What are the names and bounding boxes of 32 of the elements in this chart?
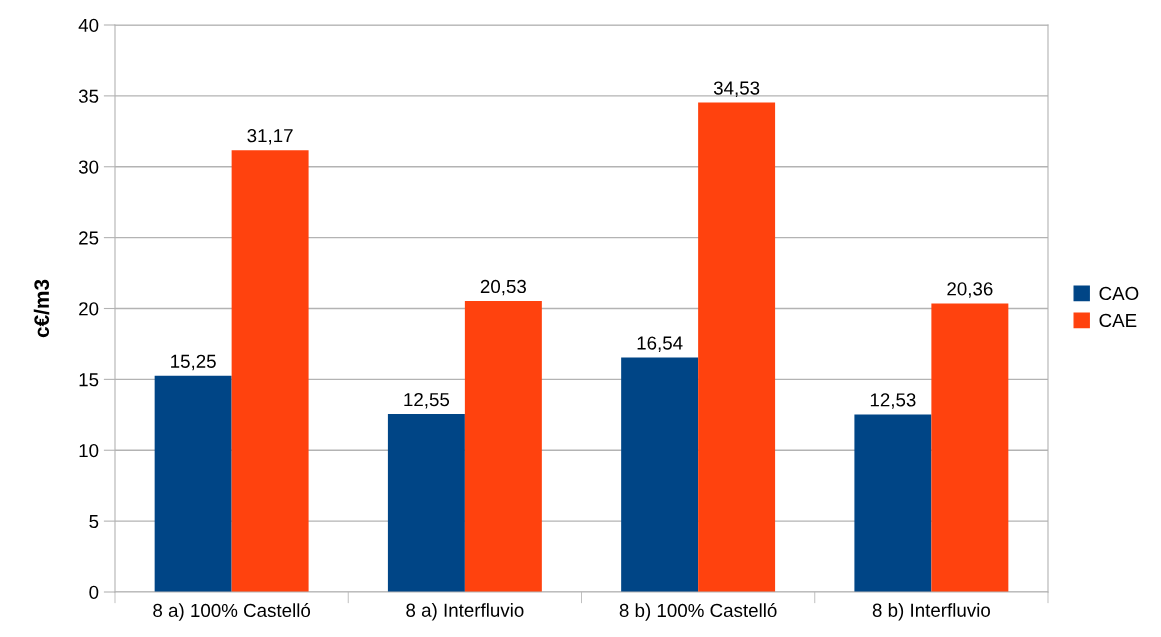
data-label: 34,53 — [713, 81, 760, 97]
bar — [231, 150, 309, 592]
data-label: 15,25 — [171, 354, 216, 371]
y-tick-label: 30 — [78, 160, 99, 174]
x-tick-label: 8 b) 100% Castelló — [619, 603, 777, 621]
legend-label: CAO — [1099, 286, 1139, 301]
y-tick-label: 10 — [79, 443, 99, 458]
data-label: 16,54 — [637, 336, 683, 352]
data-label: 12,55 — [404, 392, 450, 409]
data-label: 31,17 — [247, 129, 293, 145]
bar — [154, 375, 232, 592]
y-tick-label: 40 — [78, 18, 99, 32]
data-label: 20,53 — [480, 279, 526, 296]
data-label: 12,53 — [870, 393, 916, 409]
y-tick-label: 0 — [89, 585, 99, 599]
data-label: 20,36 — [947, 282, 993, 298]
y-axis-title: c€/m3 — [33, 279, 50, 338]
y-tick-label: 5 — [89, 515, 99, 529]
bar — [621, 357, 699, 592]
y-tick-label: 15 — [79, 373, 99, 387]
bar — [387, 414, 465, 592]
bar — [698, 102, 776, 592]
bar — [464, 300, 542, 592]
y-tick-label: 25 — [79, 231, 99, 245]
x-tick-label: 8 a) Interfluvio — [406, 603, 524, 621]
y-tick-label: 35 — [78, 89, 99, 103]
y-tick-label: 20 — [79, 302, 99, 316]
x-tick-label: 8 a) 100% Castelló — [153, 603, 311, 621]
legend-label: CAE — [1099, 313, 1137, 328]
bar — [931, 303, 1009, 592]
x-tick-label: 8 b) Interfluvio — [872, 603, 990, 621]
bar — [854, 414, 932, 592]
